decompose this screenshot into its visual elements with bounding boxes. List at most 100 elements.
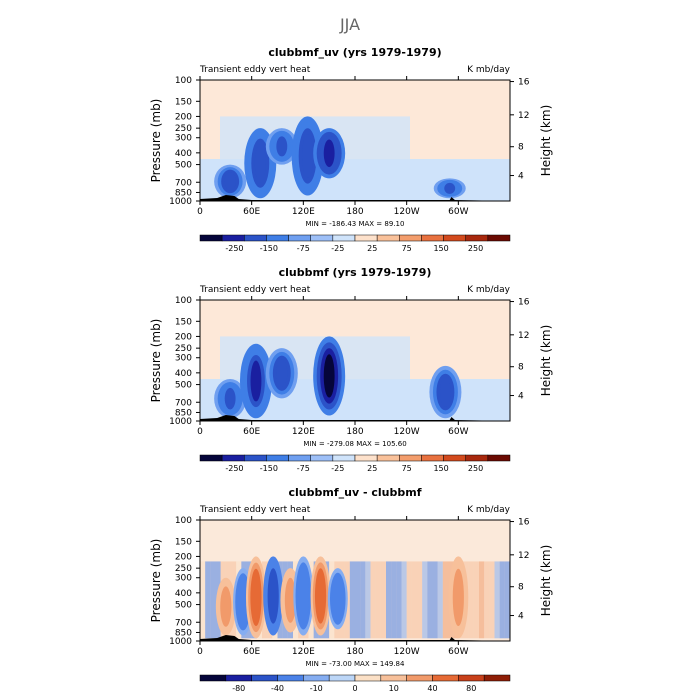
y-tick-label: 300 [175, 134, 192, 144]
panel-left-label: Transient eddy vert heat [199, 285, 311, 295]
colorbar-swatch [354, 234, 378, 242]
colorbar-swatch [421, 234, 444, 242]
colorbar-label: 250 [468, 244, 483, 253]
y-right-tick-label: 8 [518, 143, 524, 153]
diff-stripe [417, 561, 423, 639]
y-tick-label: 850 [175, 188, 192, 198]
contour-feature [439, 377, 451, 407]
y-tick-label: 300 [175, 574, 192, 584]
y-tick-label: 250 [175, 344, 192, 354]
y-right-tick-label: 12 [518, 111, 529, 121]
diff-stripe [422, 561, 428, 639]
diff-stripe [406, 561, 412, 639]
x-tick-label: 60E [243, 207, 260, 217]
panel-left-label: Transient eddy vert heat [199, 65, 311, 75]
y-tick-label: 100 [175, 296, 192, 306]
x-tick-label: 60W [448, 647, 468, 657]
y-tick-label: 1000 [169, 417, 192, 427]
y-tick-label: 1000 [169, 197, 192, 207]
x-tick-label: 120W [394, 647, 420, 657]
topography [200, 415, 510, 421]
colorbar-swatch [443, 234, 466, 242]
diff-stripe [205, 561, 211, 639]
diff-stripe [499, 561, 505, 639]
panel-3: clubbmf_uv - clubbmf Transient eddy vert … [149, 486, 553, 693]
y-right-tick-label: 16 [518, 78, 530, 88]
topography [200, 635, 510, 641]
diff-stripe [411, 561, 417, 639]
colorbar-swatch [406, 674, 433, 682]
y-tick-label: 200 [175, 332, 192, 342]
colorbar-swatch [332, 454, 356, 462]
colorbar-label: 10 [389, 684, 399, 693]
colorbar-label: -250 [225, 244, 243, 253]
colorbar-swatch [310, 454, 334, 462]
diff-stripe [375, 561, 381, 639]
contour-feature [302, 134, 314, 178]
colorbar-swatch [277, 674, 304, 682]
diff-stripe [489, 561, 495, 639]
y-tick-label: 700 [175, 398, 192, 408]
panel-title: clubbmf (yrs 1979-1979) [279, 266, 432, 279]
x-tick-label: 120E [292, 207, 315, 217]
colorbar-swatch [443, 454, 466, 462]
y-right-tick-label: 4 [518, 612, 524, 622]
diff-stripe [210, 561, 216, 639]
colorbar-swatch [199, 674, 227, 682]
colorbar-label: -250 [225, 464, 243, 473]
colorbar-swatch [303, 674, 330, 682]
y-tick-label: 400 [175, 369, 192, 379]
x-tick-label: 0 [197, 427, 203, 437]
y-right-tick-label: 16 [518, 298, 530, 308]
contour-feature [297, 568, 309, 624]
contour-feature [323, 354, 335, 398]
y-right-tick-label: 4 [518, 392, 524, 402]
y-right-tick-label: 12 [518, 551, 529, 561]
colorbar-swatch [487, 454, 511, 462]
y-tick-label: 500 [175, 161, 192, 171]
colorbar-swatch [288, 454, 311, 462]
colorbar-swatch [421, 454, 444, 462]
colorbar-swatch [332, 234, 356, 242]
x-tick-label: 60E [243, 647, 260, 657]
contour-feature [250, 568, 262, 627]
contour-feature [276, 359, 288, 388]
y-tick-label: 850 [175, 408, 192, 418]
page-title: JJA [339, 15, 360, 34]
colorbar-swatch [458, 674, 485, 682]
stats-label: MIN = -279.08 MAX = 105.60 [303, 440, 406, 448]
diff-stripe [365, 561, 371, 639]
colorbar-swatch [288, 234, 311, 242]
colorbar-label: 40 [427, 684, 437, 693]
y-axis-right-label: Height (km) [539, 105, 553, 176]
diff-stripe [432, 561, 438, 639]
diff-stripe [200, 561, 206, 639]
colorbar-label: -150 [260, 244, 278, 253]
y-tick-label: 300 [175, 354, 192, 364]
topography [200, 195, 510, 201]
contour-feature [284, 577, 297, 623]
x-tick-label: 120W [394, 207, 420, 217]
colorbar-label: -80 [232, 684, 245, 693]
colorbar-label: 0 [352, 684, 357, 693]
colorbar-swatch [354, 674, 382, 682]
colorbar-swatch [483, 674, 511, 682]
colorbar-label: 75 [402, 244, 412, 253]
diff-stripe [380, 561, 386, 639]
colorbar-label: 25 [367, 244, 377, 253]
x-tick-label: 120W [394, 427, 420, 437]
colorbar-label: 25 [367, 464, 377, 473]
diff-stripe [437, 561, 443, 639]
contour-feature [452, 568, 464, 627]
contour-feature [237, 578, 249, 626]
colorbar-label: -75 [297, 464, 310, 473]
panel-1: clubbmf_uv (yrs 1979-1979) Transient eddy… [149, 46, 553, 253]
y-tick-label: 700 [175, 618, 192, 628]
contour-feature [224, 387, 236, 410]
colorbar-label: -10 [310, 684, 323, 693]
colorbar-swatch [199, 234, 223, 242]
contour-feature [323, 139, 335, 168]
colorbar: -250 -150 -75 -25 25 75 150 250 [199, 454, 511, 473]
colorbar-swatch [487, 234, 511, 242]
colorbar-label: 75 [402, 464, 412, 473]
